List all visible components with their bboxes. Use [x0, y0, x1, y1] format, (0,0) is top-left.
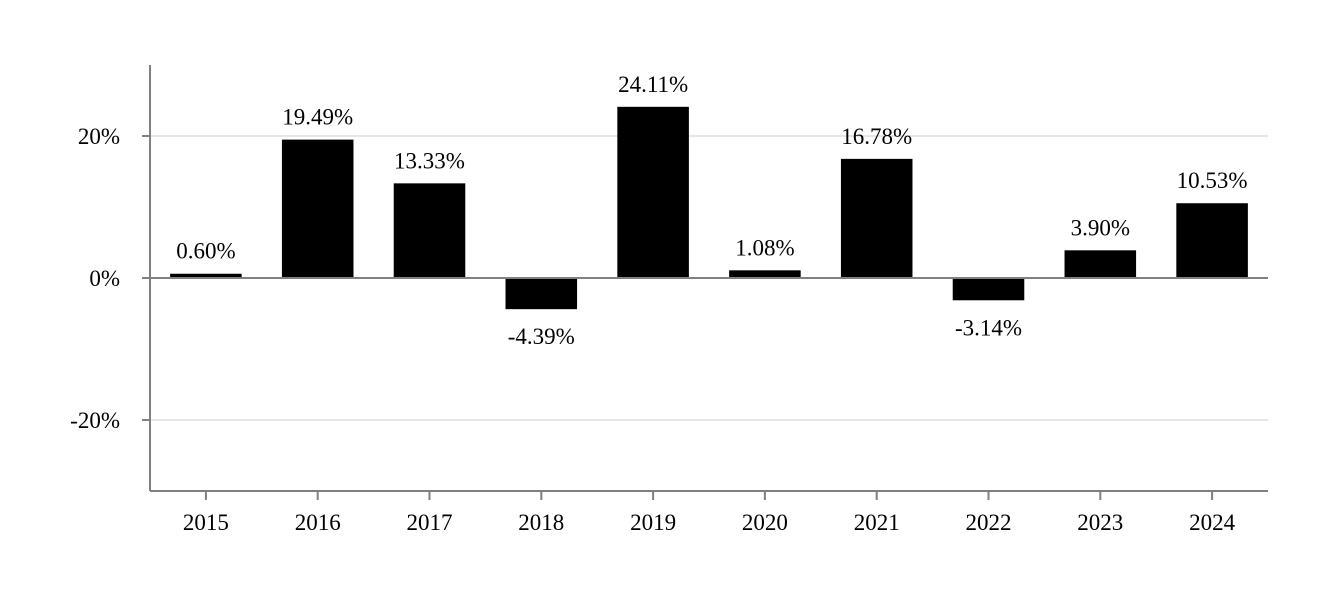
bar	[617, 106, 689, 278]
x-tick-label: 2019	[630, 510, 676, 535]
data-label: 3.90%	[1071, 215, 1130, 240]
data-label: 1.08%	[735, 235, 794, 260]
x-tick-label: 2022	[966, 510, 1012, 535]
x-tick-label: 2023	[1077, 510, 1123, 535]
bar	[281, 139, 354, 278]
data-label: 10.53%	[1177, 168, 1248, 193]
x-tick-label: 2024	[1189, 510, 1236, 535]
bar	[505, 278, 578, 310]
data-label: 0.60%	[176, 239, 235, 264]
bar	[1064, 250, 1137, 278]
data-label: 24.11%	[618, 72, 688, 97]
bar	[840, 158, 913, 278]
data-label: 13.33%	[394, 148, 465, 173]
x-tick-label: 2016	[295, 510, 341, 535]
bar	[393, 183, 466, 278]
y-tick-label: -20%	[70, 408, 120, 433]
x-tick-label: 2018	[518, 510, 564, 535]
bar	[1176, 203, 1248, 278]
data-label: 16.78%	[841, 124, 912, 149]
x-tick-label: 2020	[742, 510, 788, 535]
bar	[729, 270, 801, 278]
axes	[142, 65, 1268, 500]
bar	[952, 278, 1025, 301]
y-tick-label: 0%	[89, 266, 120, 291]
data-label: 19.49%	[282, 105, 353, 130]
y-tick-label: 20%	[78, 124, 120, 149]
data-label: -3.14%	[955, 315, 1022, 340]
bars	[170, 106, 1248, 310]
data-label: -4.39%	[508, 324, 575, 349]
gridlines	[150, 135, 1268, 421]
labels: 20% 0% -20% 0.60% 2015 19.49% 2016 13.33% 2017 -4…	[70, 72, 1247, 535]
x-tick-label: 2021	[854, 510, 900, 535]
x-tick-label: 2015	[183, 510, 229, 535]
bar	[170, 273, 242, 278]
x-tick-label: 2017	[407, 510, 453, 535]
